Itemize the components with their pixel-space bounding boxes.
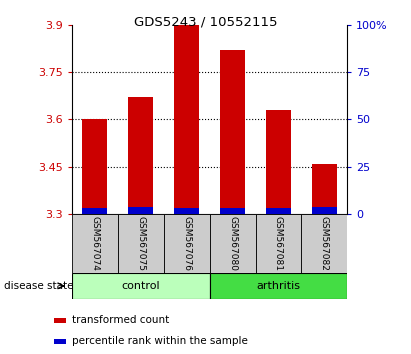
Bar (301, 214, 347, 273)
Bar (54, 319, 66, 323)
Bar (266, 110, 291, 214)
Text: GSM567081: GSM567081 (274, 216, 283, 271)
Bar (210, 214, 256, 273)
Bar (266, 209, 291, 214)
Text: percentile rank within the sample: percentile rank within the sample (72, 336, 248, 346)
Bar (72, 273, 210, 299)
Text: GSM567075: GSM567075 (136, 216, 145, 271)
Bar (174, 207, 199, 214)
Bar (72, 214, 118, 273)
Text: GSM567082: GSM567082 (320, 216, 329, 271)
Bar (174, 25, 199, 214)
Bar (54, 339, 66, 343)
Bar (312, 164, 337, 214)
Text: GSM567076: GSM567076 (182, 216, 191, 271)
Text: transformed count: transformed count (72, 315, 169, 325)
Bar (220, 207, 245, 214)
Text: GSM567080: GSM567080 (228, 216, 237, 271)
Text: arthritis: arthritis (256, 281, 300, 291)
Text: GSM567074: GSM567074 (90, 216, 99, 271)
Bar (128, 207, 153, 214)
Bar (210, 273, 347, 299)
Bar (82, 119, 108, 214)
Text: control: control (122, 281, 160, 291)
Bar (82, 209, 108, 214)
Bar (164, 214, 210, 273)
Bar (128, 97, 153, 214)
Text: GDS5243 / 10552115: GDS5243 / 10552115 (134, 16, 277, 29)
Text: disease state: disease state (4, 281, 74, 291)
Bar (118, 214, 164, 273)
Bar (256, 214, 301, 273)
Bar (312, 207, 337, 214)
Bar (220, 50, 245, 214)
